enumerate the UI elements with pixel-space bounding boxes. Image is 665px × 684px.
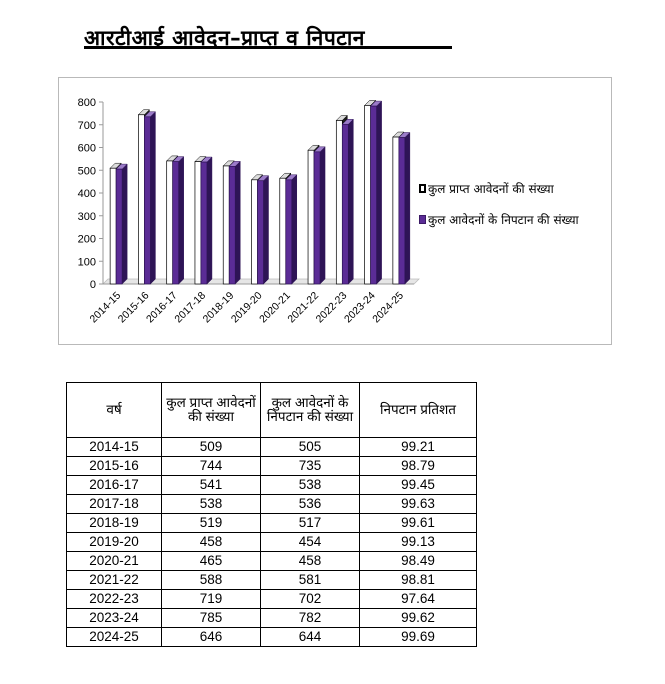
table-row: 2023-24 785 782 99.62 xyxy=(66,608,477,628)
table-row: 2019-20 458 454 99.13 xyxy=(66,532,477,552)
legend-item-received: कुल प्राप्त आवेदनों की संख्या xyxy=(419,180,579,196)
y-tick-label: 600 xyxy=(78,143,96,155)
y-tick-label: 0 xyxy=(90,279,96,291)
table-row: 2016-17 541 538 99.45 xyxy=(66,475,477,495)
cell-disposed: 735 xyxy=(260,456,360,476)
y-tick-label: 500 xyxy=(78,165,96,177)
cell-disposed: 782 xyxy=(260,608,360,628)
cell-disposed: 505 xyxy=(260,437,360,457)
bar-disposed xyxy=(256,175,270,285)
bar-disposed xyxy=(398,131,411,285)
cell-year: 2015-16 xyxy=(66,456,162,476)
y-tick-label: 800 xyxy=(78,97,96,109)
cell-year: 2020-21 xyxy=(66,551,162,571)
cell-year: 2019-20 xyxy=(66,532,162,552)
header-percent: निपटान प्रतिशत xyxy=(359,382,477,438)
legend-label-disposed: कुल आवेदनों के निपटान की संख्या xyxy=(428,212,579,227)
cell-percent: 98.79 xyxy=(359,456,477,476)
cell-disposed: 536 xyxy=(260,494,360,514)
cell-percent: 97.64 xyxy=(359,589,477,609)
table-row: 2024-25 646 644 99.69 xyxy=(66,627,477,647)
rti-data-table: वर्ष कुल प्राप्त आवेदनों की संख्या कुल आ… xyxy=(66,382,477,647)
y-tick-label: 400 xyxy=(78,188,96,200)
table-row: 2015-16 744 735 98.79 xyxy=(66,456,477,476)
legend-swatch-received xyxy=(419,183,426,193)
x-tick-label: 2024-25 xyxy=(370,290,406,326)
bar-disposed xyxy=(341,118,354,285)
legend-item-disposed: कुल आवेदनों के निपटान की संख्या xyxy=(419,211,579,227)
cell-received: 538 xyxy=(161,494,261,514)
cell-disposed: 454 xyxy=(260,532,360,552)
chart-legend: कुल प्राप्त आवेदनों की संख्या कुल आवेदनो… xyxy=(419,180,579,242)
table-header-row: वर्ष कुल प्राप्त आवेदनों की संख्या कुल आ… xyxy=(66,382,477,438)
cell-year: 2023-24 xyxy=(66,608,162,628)
legend-label-received: कुल प्राप्त आवेदनों की संख्या xyxy=(428,181,554,196)
cell-percent: 99.45 xyxy=(359,475,477,495)
bar-disposed xyxy=(200,156,213,285)
table-row: 2017-18 538 536 99.63 xyxy=(66,494,477,514)
cell-received: 519 xyxy=(161,513,261,533)
cell-year: 2018-19 xyxy=(66,513,162,533)
legend-swatch-disposed xyxy=(419,214,426,224)
cell-percent: 99.63 xyxy=(359,494,477,514)
header-year: वर्ष xyxy=(66,382,162,438)
cell-received: 458 xyxy=(161,532,261,552)
cell-received: 744 xyxy=(161,456,261,476)
cell-received: 785 xyxy=(161,608,261,628)
cell-received: 465 xyxy=(161,551,261,571)
bar-disposed xyxy=(313,146,326,285)
title-underline xyxy=(84,46,452,49)
bar-disposed xyxy=(228,160,241,285)
bar-disposed xyxy=(172,156,185,285)
cell-percent: 99.21 xyxy=(359,437,477,457)
bar-disposed xyxy=(369,100,383,285)
table-row: 2014-15 509 505 99.21 xyxy=(66,437,477,457)
bar-disposed xyxy=(115,163,128,285)
cell-percent: 99.61 xyxy=(359,513,477,533)
cell-received: 646 xyxy=(161,627,261,647)
cell-disposed: 458 xyxy=(260,551,360,571)
cell-received: 588 xyxy=(161,570,261,590)
cell-year: 2016-17 xyxy=(66,475,162,495)
table-row: 2022-23 719 702 97.64 xyxy=(66,589,477,609)
cell-year: 2014-15 xyxy=(66,437,162,457)
y-tick-label: 300 xyxy=(78,211,96,223)
cell-percent: 98.81 xyxy=(359,570,477,590)
cell-disposed: 517 xyxy=(260,513,360,533)
cell-received: 509 xyxy=(161,437,261,457)
y-tick-label: 200 xyxy=(78,234,96,246)
table-row: 2018-19 519 517 99.61 xyxy=(66,513,477,533)
bar-chart: 0 100 200 300 400 500 600 700 800 2014-15 2015-16 2… xyxy=(58,77,612,345)
table-row: 2020-21 465 458 98.49 xyxy=(66,551,477,571)
cell-year: 2021-22 xyxy=(66,570,162,590)
cell-disposed: 581 xyxy=(260,570,360,590)
bar-disposed xyxy=(143,111,157,285)
bar-disposed xyxy=(285,174,298,285)
chart-canvas: 01002003004005006007008002014-152015-162… xyxy=(78,97,420,326)
header-received: कुल प्राप्त आवेदनों की संख्या xyxy=(161,382,261,438)
y-tick-label: 700 xyxy=(78,120,96,132)
cell-disposed: 644 xyxy=(260,627,360,647)
y-tick-label: 100 xyxy=(78,256,96,268)
table-body: 2014-15 509 505 99.21 2015-16 744 735 98.79 2016… xyxy=(66,437,477,647)
cell-year: 2022-23 xyxy=(66,589,162,609)
cell-disposed: 702 xyxy=(260,589,360,609)
cell-year: 2024-25 xyxy=(66,627,162,647)
cell-year: 2017-18 xyxy=(66,494,162,514)
table-row: 2021-22 588 581 98.81 xyxy=(66,570,477,590)
cell-percent: 98.49 xyxy=(359,551,477,571)
cell-percent: 99.13 xyxy=(359,532,477,552)
cell-disposed: 538 xyxy=(260,475,360,495)
cell-received: 541 xyxy=(161,475,261,495)
cell-received: 719 xyxy=(161,589,261,609)
cell-percent: 99.69 xyxy=(359,627,477,647)
cell-percent: 99.62 xyxy=(359,608,477,628)
header-disposed: कुल आवेदनों के निपटान की संख्या xyxy=(260,382,360,438)
